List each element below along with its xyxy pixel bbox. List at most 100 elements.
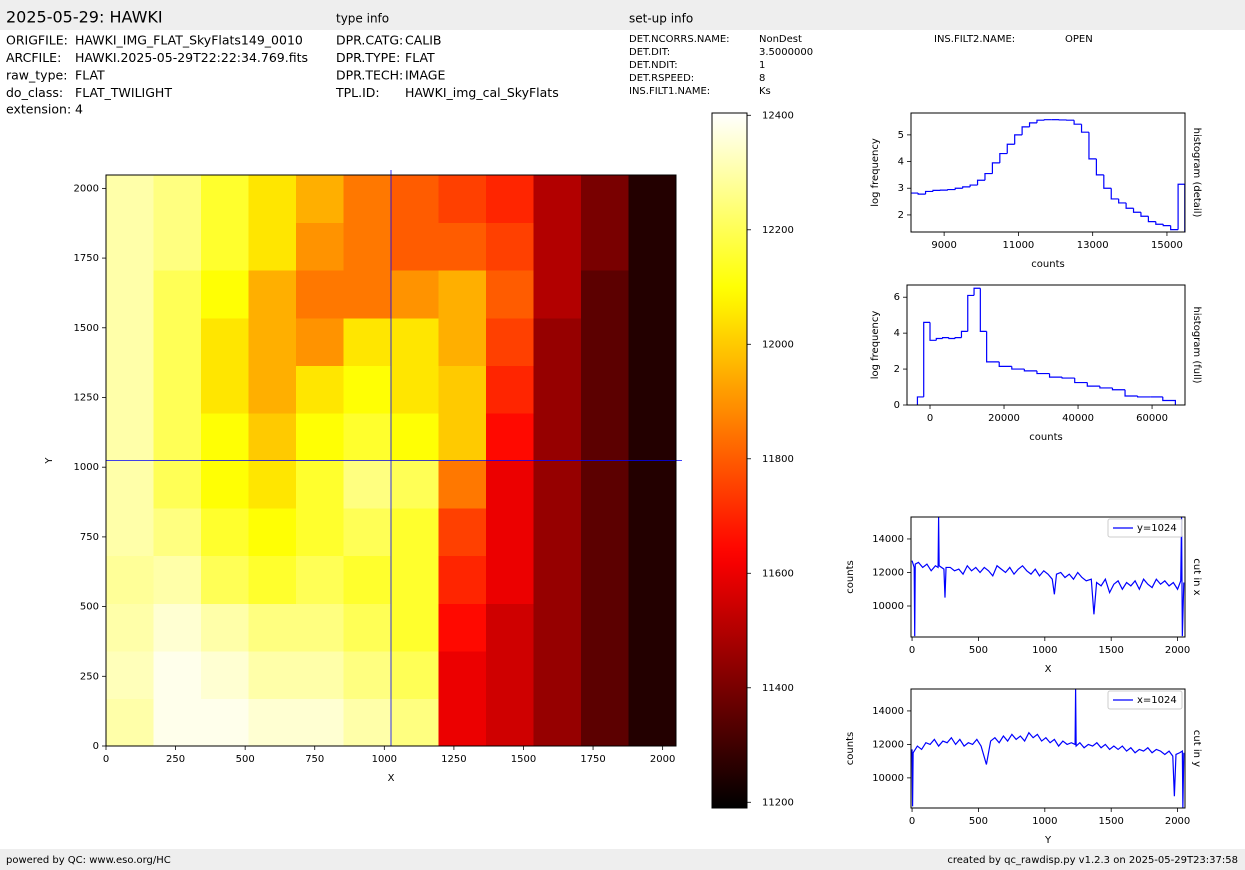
pixel-cell	[486, 603, 534, 652]
field-key: extension:	[6, 102, 71, 117]
y-tick-label: 12000	[872, 567, 904, 578]
histogram-bin	[1023, 369, 1037, 372]
pixel-cell	[581, 175, 629, 224]
y-tick-label: 0	[894, 400, 900, 411]
field-value: CALIB	[405, 33, 442, 48]
pixel-cell	[153, 460, 202, 509]
pixel-cell	[533, 270, 582, 319]
pixel-cell	[628, 460, 677, 509]
pixel-cell	[201, 698, 249, 747]
pixel-cell	[628, 175, 677, 224]
section-title: set-up info	[629, 12, 693, 26]
histogram-bin	[1177, 183, 1185, 232]
pixel-cell	[106, 175, 154, 224]
pixel-cell	[391, 603, 439, 652]
histogram-bin	[1074, 378, 1088, 384]
pixel-cell	[201, 412, 249, 461]
histogram-bin	[1111, 387, 1126, 391]
field-key: DPR.CATG:	[336, 33, 403, 48]
field-key: DET.DIT:	[629, 47, 670, 58]
pixel-cell	[628, 317, 677, 366]
pixel-cell	[438, 365, 487, 414]
pixel-cell	[153, 412, 202, 461]
histogram-bin	[1021, 126, 1030, 135]
pixel-cell	[628, 650, 677, 699]
pixel-cell	[533, 175, 582, 224]
colorbar	[711, 112, 748, 809]
histogram-bin	[1036, 119, 1045, 123]
pixel-cell	[486, 270, 534, 319]
pixel-cell	[296, 270, 344, 319]
pixel-cell	[628, 365, 677, 414]
y-axis-label: counts	[845, 560, 856, 593]
pixel-cell	[391, 650, 439, 699]
histogram-bin	[973, 287, 981, 296]
pixel-cell	[343, 412, 392, 461]
pixel-cell	[296, 555, 344, 604]
pixel-cell	[391, 175, 439, 224]
pixel-cell	[106, 412, 154, 461]
pixel-cell	[248, 603, 297, 652]
pixel-cell	[296, 603, 344, 652]
pixel-cell	[581, 222, 629, 271]
footer-right: created by qc_rawdisp.py v1.2.3 on 2025-…	[947, 855, 1238, 866]
pixel-cell	[581, 650, 629, 699]
pixel-cell	[153, 650, 202, 699]
pixel-cell	[296, 365, 344, 414]
histogram-bin	[1125, 202, 1134, 209]
y-tick-label: 3	[898, 183, 904, 194]
field-key: raw_type:	[6, 68, 67, 83]
histogram-bin	[1061, 377, 1075, 379]
colorbar-tick-label: 12400	[762, 110, 794, 121]
field-value: HAWKI_img_cal_SkyFlats	[405, 85, 559, 100]
pixel-cell	[391, 270, 439, 319]
histogram-bin	[1118, 198, 1127, 204]
field-value: OPEN	[1065, 34, 1093, 45]
histogram-bin	[998, 361, 1012, 367]
cut-line	[911, 517, 1185, 637]
pixel-cell	[201, 222, 249, 271]
footer-left: powered by QC: www.eso.org/HC	[6, 855, 171, 866]
pixel-cell	[533, 555, 582, 604]
histogram-bin	[947, 188, 956, 191]
pixel-cell	[201, 555, 249, 604]
legend-label: x=1024	[1137, 695, 1177, 706]
pixel-cell	[296, 412, 344, 461]
field-key: do_class:	[6, 85, 63, 100]
field-value: 8	[759, 73, 765, 84]
pixel-cell	[343, 270, 392, 319]
pixel-cell	[391, 317, 439, 366]
pixel-cell	[438, 412, 487, 461]
pixel-cell	[153, 698, 202, 747]
pixel-cell	[486, 508, 534, 557]
pixel-cell	[581, 365, 629, 414]
histogram-bin	[969, 184, 978, 187]
pixel-cell	[201, 650, 249, 699]
pixel-cell	[581, 412, 629, 461]
histogram-bin	[923, 321, 931, 397]
x-axis-label: Y	[1044, 835, 1052, 846]
field-key: INS.FILT2.NAME:	[934, 34, 1015, 45]
legend-label: y=1024	[1137, 523, 1177, 534]
pixel-cell	[343, 460, 392, 509]
histogram-bin	[916, 396, 924, 405]
x-tick-label: 0	[909, 645, 915, 656]
histogram-bin	[984, 172, 993, 181]
pixel-cell	[201, 175, 249, 224]
y-tick-label: 250	[80, 671, 99, 682]
axes-title: cut in x	[1191, 558, 1202, 595]
pixel-cell	[153, 270, 202, 319]
pixel-cell	[296, 175, 344, 224]
y-axis-label: counts	[845, 732, 856, 765]
y-tick-label: 500	[80, 602, 99, 613]
histogram-bin	[929, 322, 937, 341]
pixel-cell	[248, 698, 297, 747]
pixel-cell	[628, 412, 677, 461]
histogram-bin	[1110, 188, 1119, 200]
x-tick-label: 11000	[1002, 240, 1034, 251]
pixel-cell	[153, 317, 202, 366]
pixel-cell	[248, 508, 297, 557]
axes-frame	[910, 688, 1186, 809]
colorbar-tick-label: 12200	[762, 225, 794, 236]
